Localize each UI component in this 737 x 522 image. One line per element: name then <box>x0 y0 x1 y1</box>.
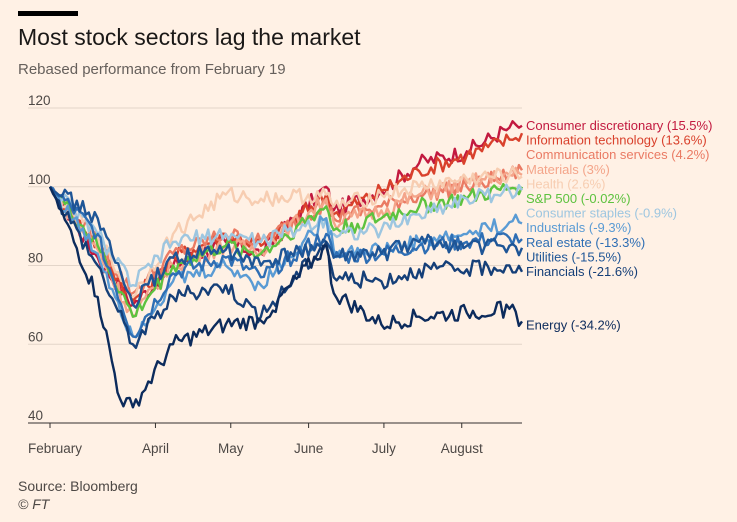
series-label-energy-34-2: Energy (-34.2%) <box>526 317 621 332</box>
chart-title: Most stock sectors lag the market <box>18 24 361 50</box>
credit-note: © FT <box>18 496 50 512</box>
series-line-s-p-500-0-02 <box>48 182 524 318</box>
y-axis-ticks: 40 60 80 100 120 <box>28 93 51 423</box>
series-label-materials-3: Materials (3%) <box>526 162 610 177</box>
x-tick-label: February <box>28 441 82 456</box>
series-label-real-estate-13-3: Real estate (-13.3%) <box>526 235 645 250</box>
series-label-financials-21-6: Financials (-21.6%) <box>526 264 638 279</box>
chart-subtitle: Rebased performance from February 19 <box>18 61 286 78</box>
series-label-consumer-staples-0-9: Consumer staples (-0.9%) <box>526 206 677 221</box>
series-line-energy-34-2 <box>48 186 523 409</box>
x-tick-label: June <box>294 441 323 456</box>
line-chart: 40 60 80 100 120 February April May June July Aug… <box>28 93 712 456</box>
y-tick-label: 40 <box>28 408 43 423</box>
series-label-information-technology-13-6: Information technology (13.6%) <box>526 133 707 148</box>
y-tick-label: 100 <box>28 172 51 187</box>
series-lines <box>48 120 524 409</box>
y-tick-label: 80 <box>28 251 43 266</box>
y-tick-label: 60 <box>28 329 43 344</box>
source-note: Source: Bloomberg <box>18 478 138 494</box>
x-tick-label: April <box>142 441 169 456</box>
gridlines <box>28 107 522 345</box>
x-axis: February April May June July August <box>28 422 522 456</box>
series-line-financials-21-6 <box>48 186 524 349</box>
series-label-communication-services-4-2: Communication services (4.2%) <box>526 147 710 162</box>
x-tick-label: August <box>441 441 483 456</box>
x-tick-label: May <box>218 441 244 456</box>
brand-bar <box>18 11 78 16</box>
series-label-industrials-9-3: Industrials (-9.3%) <box>526 220 631 235</box>
series-line-consumer-staples-0-9 <box>49 183 524 288</box>
series-label-health-2-6: Health (2.6%) <box>526 176 605 191</box>
series-line-communication-services-4-2 <box>49 163 524 296</box>
series-label-consumer-discretionary-15-5: Consumer discretionary (15.5%) <box>526 118 712 133</box>
series-line-utilities-15-5 <box>49 186 524 309</box>
series-label-utilities-15-5: Utilities (-15.5%) <box>526 249 621 264</box>
x-tick-label: July <box>372 441 396 456</box>
series-labels: Consumer discretionary (15.5%)Informatio… <box>526 118 712 332</box>
series-label-s-p-500-0-02: S&P 500 (-0.02%) <box>526 191 631 206</box>
y-tick-label: 120 <box>28 93 51 108</box>
